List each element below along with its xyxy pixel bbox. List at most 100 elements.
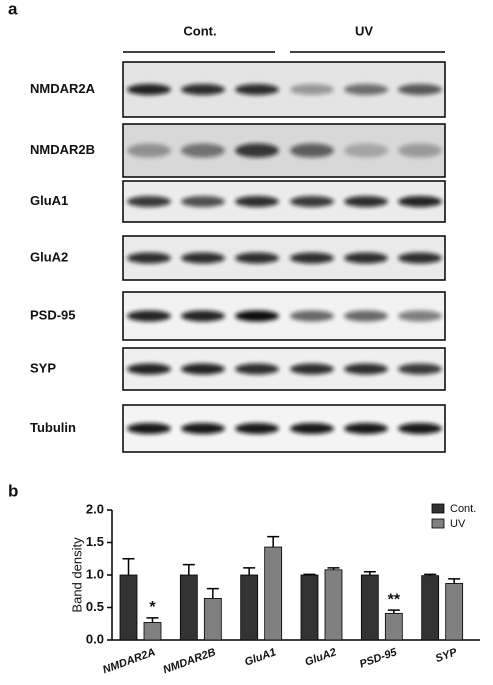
- blot-frame: [122, 180, 446, 223]
- blot-background: [123, 405, 445, 452]
- blot-band: [235, 143, 279, 158]
- blot-band: [290, 423, 334, 434]
- bar: [143, 622, 162, 641]
- legend-label: UV: [450, 518, 466, 530]
- blot-label: PSD-95: [30, 307, 76, 322]
- blot-frame: [122, 291, 446, 341]
- blot-frame: [122, 61, 446, 118]
- blot-band: [344, 143, 388, 158]
- blot-band: [127, 252, 171, 264]
- y-tick-label: 0.0: [86, 631, 104, 646]
- x-tick-label: NMDAR2A: [101, 646, 157, 676]
- significance-mark: **: [388, 591, 401, 608]
- bar: [264, 546, 283, 641]
- legend-label: Cont.: [450, 503, 476, 515]
- blot-band: [290, 143, 334, 158]
- blot-band: [127, 310, 171, 322]
- blot-band: [344, 252, 388, 264]
- x-tick-label: SYP: [434, 646, 459, 665]
- blot-label: NMDAR2B: [30, 142, 95, 157]
- bar: [360, 574, 379, 641]
- blot-band: [398, 310, 442, 322]
- blot-background: [123, 236, 445, 280]
- bar: [119, 574, 138, 641]
- blot-frame: [122, 123, 446, 178]
- legend-swatch: [431, 518, 445, 529]
- bar: [179, 574, 198, 641]
- blot-band: [398, 423, 442, 434]
- y-tick-label: 1.0: [86, 566, 104, 581]
- bar: [300, 574, 319, 641]
- panel-label: a: [8, 0, 18, 18]
- blot-label: NMDAR2A: [30, 81, 96, 96]
- error-bar: [182, 563, 195, 575]
- error-bar: [122, 558, 135, 575]
- blot-frame: [122, 404, 446, 453]
- y-tick-label: 0.5: [86, 599, 104, 614]
- blot-band: [344, 196, 388, 207]
- blot-band: [181, 310, 225, 322]
- error-bar: [327, 567, 340, 570]
- blot-band: [127, 143, 171, 158]
- blot-background: [123, 124, 445, 177]
- error-bar: [243, 567, 256, 575]
- blot-band: [398, 252, 442, 264]
- blot-band: [181, 196, 225, 207]
- blot-band: [127, 363, 171, 375]
- blot-band: [181, 252, 225, 264]
- blot-background: [123, 62, 445, 117]
- blot-label: GluA2: [30, 249, 68, 264]
- bar: [324, 569, 343, 641]
- bar: [240, 574, 259, 641]
- blot-band: [235, 196, 279, 207]
- blot-band: [181, 363, 225, 375]
- error-bar: [146, 617, 159, 623]
- blot-label: SYP: [30, 360, 56, 375]
- blot-band: [290, 84, 334, 95]
- x-tick-label: PSD-95: [358, 646, 399, 671]
- blot-band: [290, 310, 334, 322]
- blot-band: [344, 310, 388, 322]
- blot-band: [398, 143, 442, 158]
- blot-band: [127, 196, 171, 207]
- significance-mark: *: [149, 599, 156, 616]
- bar: [203, 598, 222, 641]
- blot-band: [127, 84, 171, 95]
- x-tick-label: GluA1: [243, 646, 278, 668]
- legend-swatch: [431, 503, 445, 514]
- y-tick-label: 2.0: [86, 501, 104, 516]
- blot-background: [123, 181, 445, 222]
- blot-band: [181, 143, 225, 158]
- blot-band: [181, 84, 225, 95]
- blot-band: [344, 84, 388, 95]
- blot-band: [235, 252, 279, 264]
- blot-frame: [122, 235, 446, 281]
- blot-band: [127, 423, 171, 434]
- error-bar: [448, 578, 461, 584]
- y-axis-label: Band density: [69, 537, 84, 613]
- group-label: Cont.: [183, 23, 216, 38]
- error-bar: [424, 573, 437, 576]
- blot-band: [181, 423, 225, 434]
- blot-label: Tubulin: [30, 420, 76, 435]
- blot-band: [344, 363, 388, 375]
- blot-band: [290, 196, 334, 207]
- blot-band: [235, 363, 279, 375]
- error-bar: [267, 535, 280, 548]
- error-bar: [363, 571, 376, 575]
- blot-background: [123, 348, 445, 390]
- bar: [421, 575, 440, 641]
- y-tick-label: 1.5: [86, 534, 104, 549]
- blot-band: [290, 252, 334, 264]
- blot-band: [344, 423, 388, 434]
- blot-band: [398, 363, 442, 375]
- bar: [384, 612, 403, 641]
- error-bar: [206, 587, 219, 599]
- blot-background: [123, 292, 445, 340]
- blot-label: GluA1: [30, 193, 68, 208]
- blot-band: [398, 196, 442, 207]
- blot-band: [235, 423, 279, 434]
- x-tick-label: NMDAR2B: [162, 646, 218, 676]
- panel-label: b: [8, 481, 18, 500]
